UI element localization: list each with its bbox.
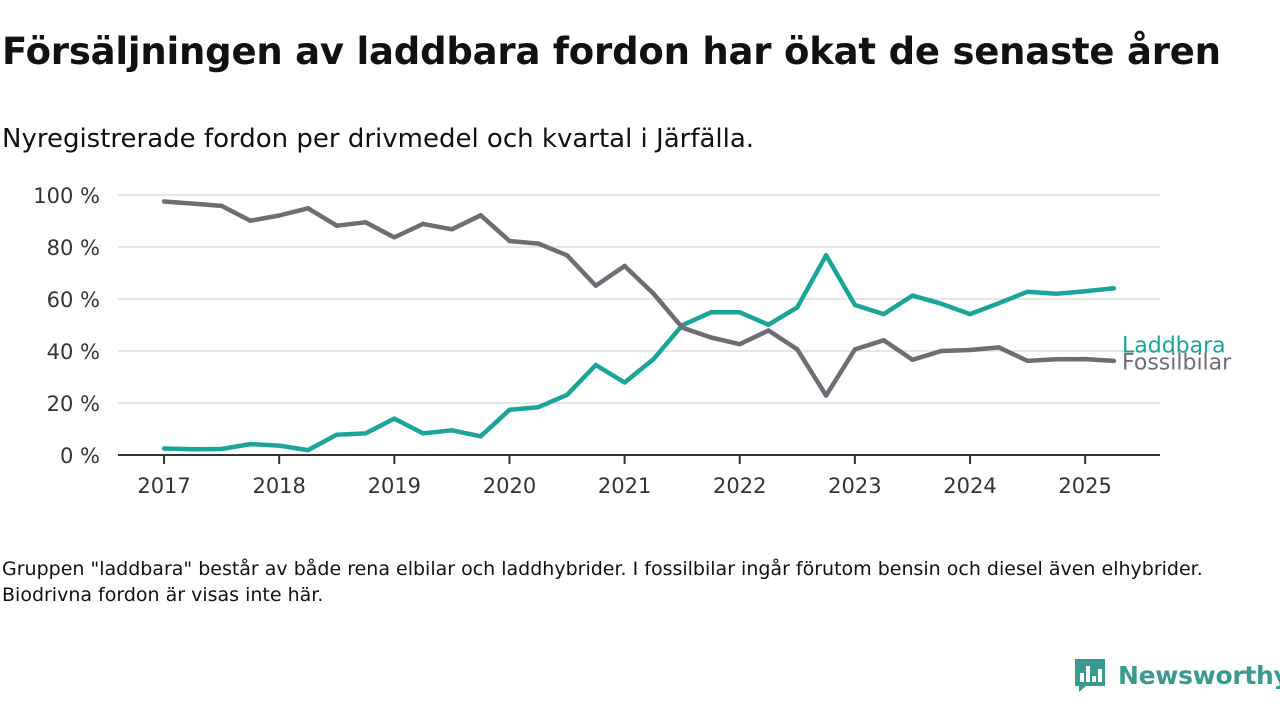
data-point — [392, 235, 397, 240]
data-point — [334, 432, 339, 437]
data-point — [219, 446, 224, 452]
data-point — [507, 238, 512, 244]
data-point — [593, 362, 599, 368]
data-point — [852, 347, 858, 352]
data-point — [622, 380, 627, 385]
data-point — [795, 305, 800, 310]
data-point — [1111, 358, 1117, 364]
data-point — [593, 283, 599, 288]
x-tick-label: 2022 — [713, 474, 766, 498]
data-point — [939, 301, 944, 306]
data-point — [910, 357, 915, 363]
data-point — [536, 241, 541, 246]
x-tick-label: 2018 — [252, 474, 305, 498]
data-point — [967, 347, 973, 353]
data-point — [1025, 358, 1030, 364]
data-point — [363, 431, 368, 436]
series-label-fossilbilar: Fossilbilar — [1122, 350, 1232, 375]
data-point — [651, 291, 656, 296]
data-point — [219, 203, 224, 209]
data-point — [190, 447, 196, 452]
x-tick-label: 2017 — [137, 474, 190, 498]
data-point — [910, 293, 915, 298]
data-point — [190, 201, 196, 206]
data-point — [161, 199, 167, 204]
data-point — [881, 338, 886, 343]
data-point — [392, 416, 397, 421]
gridlines — [118, 194, 1160, 404]
series-line-fossilbilar — [163, 199, 1115, 398]
data-point — [737, 310, 742, 315]
chart-subtitle: Nyregistrerade fordon per drivmedel och … — [2, 124, 755, 154]
data-point — [305, 447, 311, 453]
y-tick-label: 0 % — [60, 444, 100, 468]
x-tick-label: 2024 — [943, 474, 996, 498]
line-chart: 0 % 20 % 40 % 60 % 80 % 100 % 2017 2018 2019 202… — [33, 184, 1232, 498]
data-point — [823, 393, 829, 398]
data-point — [1025, 289, 1030, 294]
data-point — [1082, 356, 1088, 362]
x-axis: 2017 2018 2019 2020 2021 2022 2023 2024 2025 — [118, 454, 1160, 498]
y-tick-label: 100 % — [33, 184, 100, 208]
y-tick-label: 60 % — [47, 288, 100, 312]
data-point — [248, 218, 253, 223]
data-point — [996, 300, 1002, 306]
data-point — [449, 227, 455, 232]
data-point — [708, 310, 714, 315]
data-point — [363, 220, 368, 225]
data-point — [939, 348, 944, 354]
data-point — [1111, 286, 1117, 291]
y-tick-label: 40 % — [47, 340, 100, 364]
data-point — [276, 213, 282, 218]
x-tick-label: 2025 — [1058, 474, 1111, 498]
data-point — [478, 213, 483, 218]
x-tick-label: 2019 — [368, 474, 421, 498]
data-point — [651, 357, 656, 362]
brand-logo[interactable]: Newsworthy — [1072, 655, 1280, 695]
data-point — [420, 431, 426, 436]
data-point — [996, 345, 1002, 350]
footnote: Gruppen "laddbara" består av både rena e… — [2, 558, 1203, 606]
data-point — [766, 328, 771, 333]
data-point — [967, 311, 973, 317]
data-point — [564, 253, 570, 258]
data-point — [420, 221, 426, 227]
series-lines — [161, 199, 1117, 453]
data-point — [852, 302, 858, 308]
data-point — [507, 407, 512, 412]
chart-title: Försäljningen av laddbara fordon har öka… — [2, 30, 1221, 73]
series-label-laddbara: Laddbara — [1122, 334, 1226, 359]
series-line-laddbara — [164, 253, 1115, 453]
data-point — [161, 446, 167, 451]
y-tick-label: 80 % — [47, 236, 100, 260]
x-tick-label: 2020 — [483, 474, 536, 498]
data-point — [766, 322, 771, 327]
data-point — [248, 441, 253, 447]
data-point — [708, 335, 714, 340]
brand-name: Newsworthy — [1118, 660, 1280, 690]
data-point — [1054, 357, 1059, 362]
data-point — [823, 253, 829, 258]
y-axis: 0 % 20 % 40 % 60 % 80 % 100 % — [33, 184, 100, 468]
data-point — [478, 434, 483, 439]
x-tick-label: 2023 — [828, 474, 881, 498]
x-tick-label: 2021 — [598, 474, 651, 498]
data-point — [305, 206, 311, 211]
y-tick-label: 20 % — [47, 392, 100, 416]
data-point — [737, 342, 742, 347]
bar-chart-speech-bubble-icon — [1075, 659, 1105, 692]
data-point — [334, 223, 339, 228]
data-point — [564, 392, 570, 398]
data-point — [536, 404, 541, 410]
data-point — [795, 347, 800, 352]
data-point — [1082, 289, 1088, 294]
data-point — [276, 443, 282, 448]
data-point — [1054, 291, 1059, 296]
data-point — [881, 311, 886, 317]
data-point — [679, 325, 685, 330]
data-point — [622, 263, 627, 269]
data-point — [449, 428, 455, 433]
